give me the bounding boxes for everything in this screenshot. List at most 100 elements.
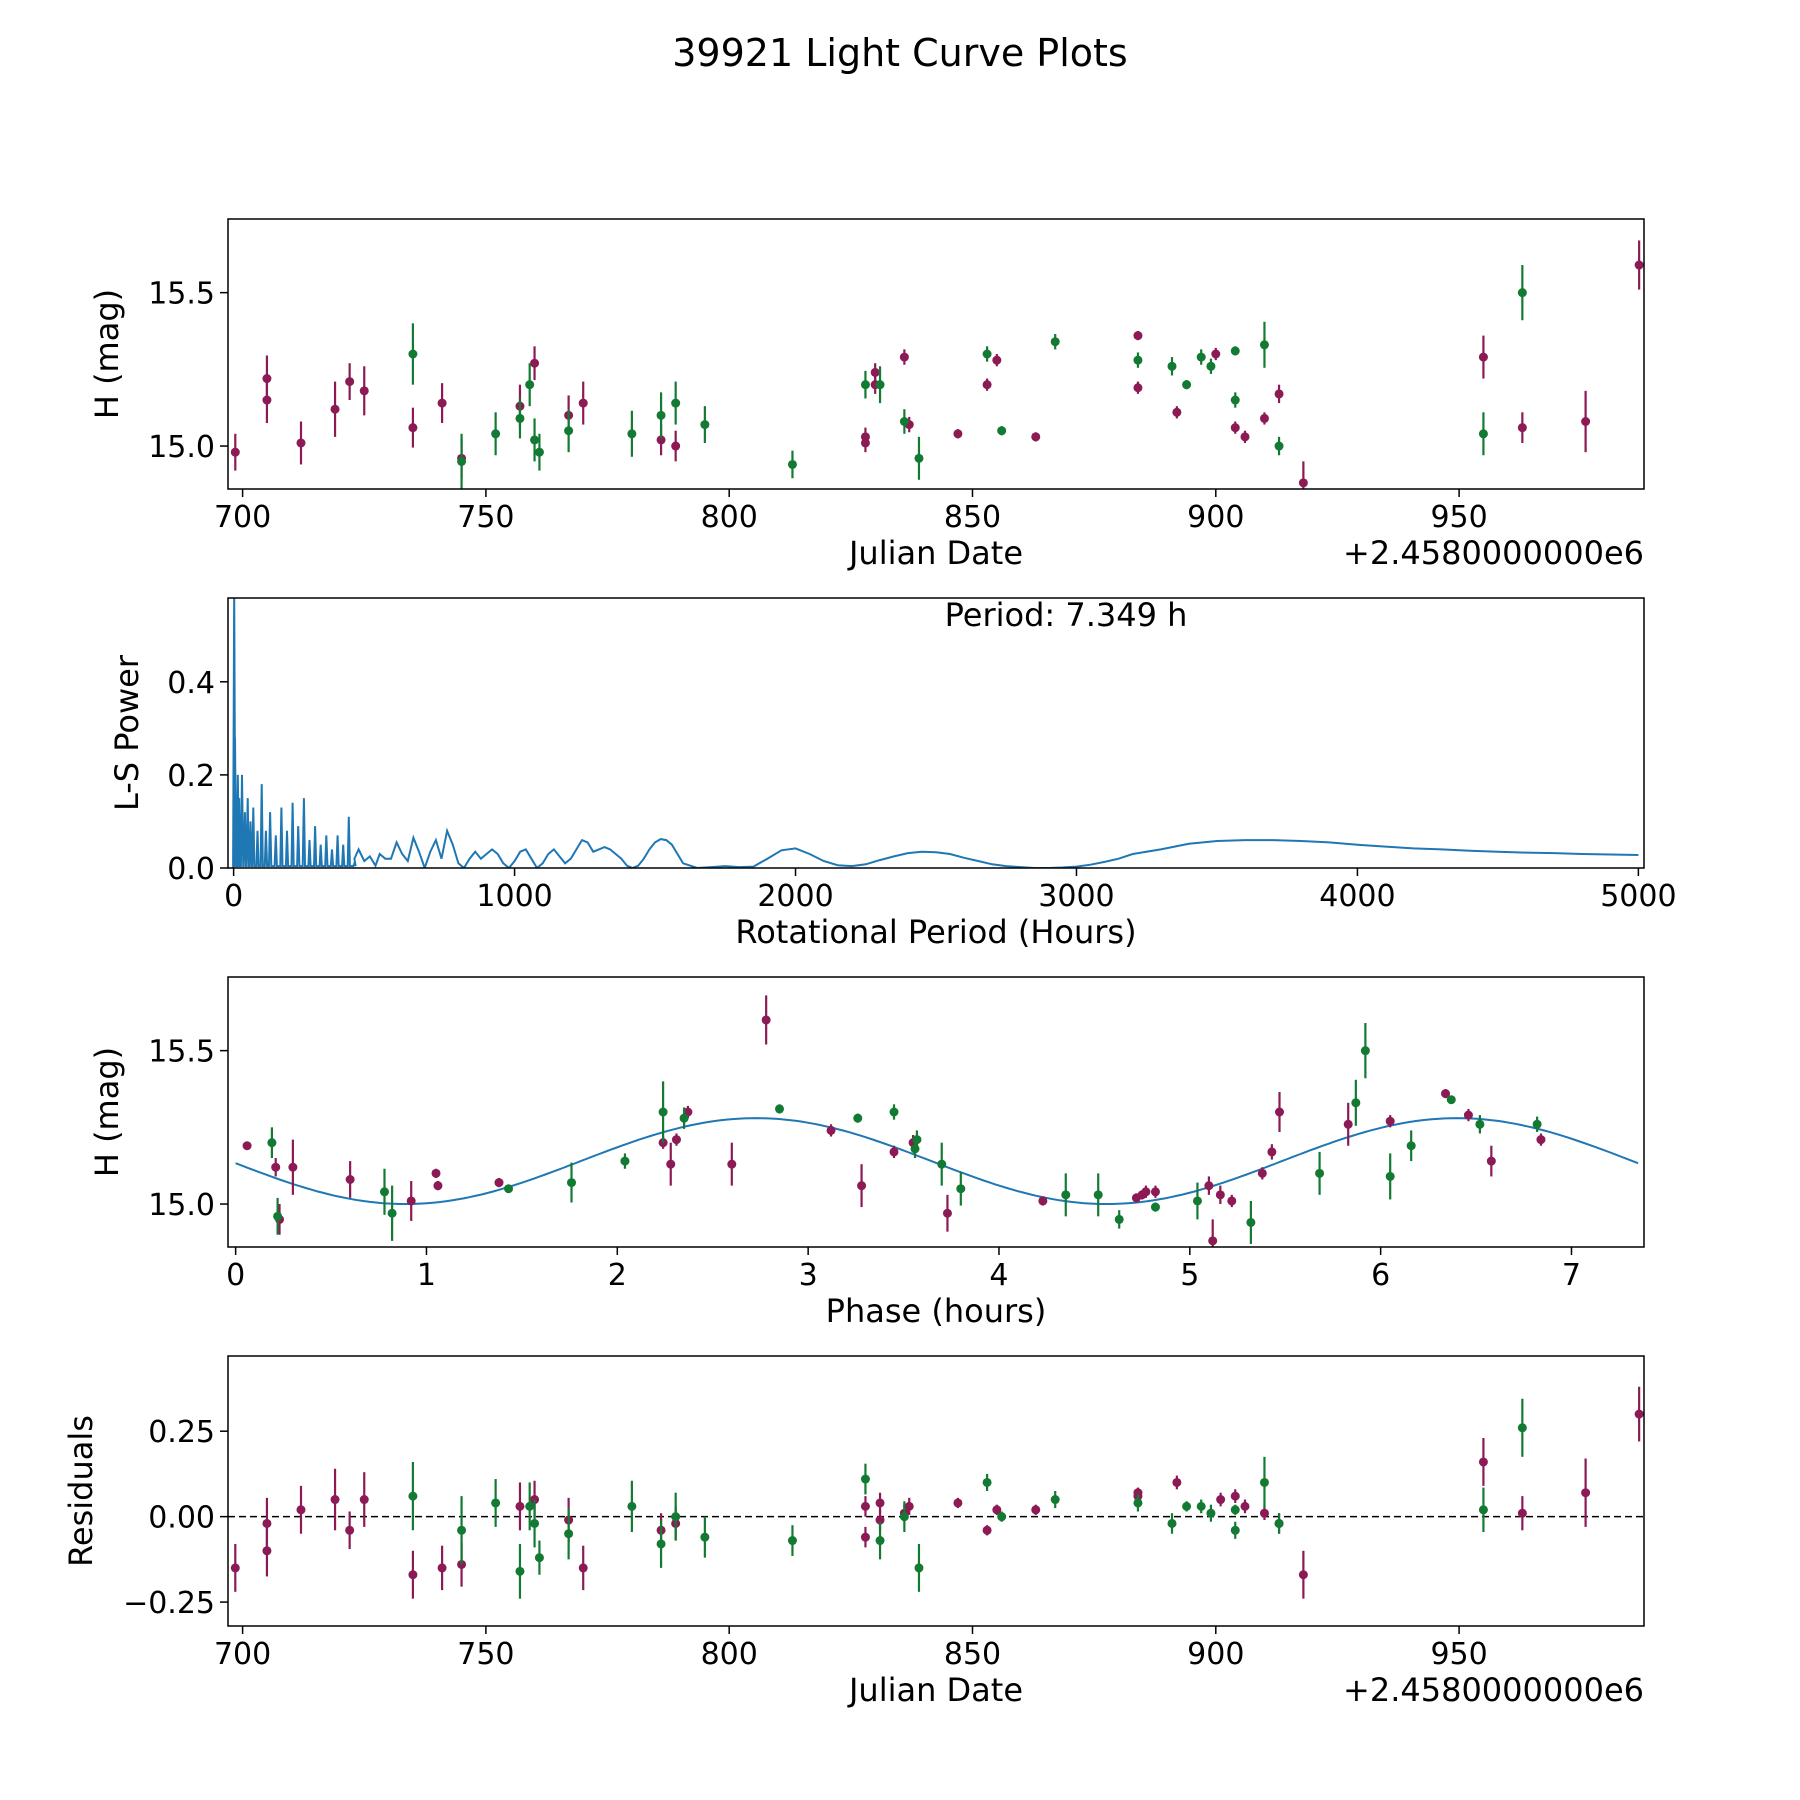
data-point-green xyxy=(937,1159,947,1169)
data-point-purple xyxy=(530,358,540,368)
data-point-purple xyxy=(437,398,447,408)
x-tick-label: 850 xyxy=(944,500,1001,535)
phased-curve-panel: 0 1 2 3 4 5 6 7 15.0 15.5 Phase (hours) H (mag) xyxy=(88,976,1645,1330)
data-point-green xyxy=(853,1113,863,1123)
data-point-purple xyxy=(296,1505,306,1515)
data-point-purple xyxy=(359,386,369,396)
data-point-purple xyxy=(860,438,870,448)
x-tick-label: 0 xyxy=(224,879,243,914)
y-axis-label: Residuals xyxy=(62,1415,100,1567)
data-point-green xyxy=(899,1512,909,1522)
data-point-green xyxy=(1114,1214,1124,1224)
data-point-purple xyxy=(1172,1477,1182,1487)
data-point-green xyxy=(1182,380,1192,390)
x-tick-label: 700 xyxy=(214,1637,271,1672)
x-tick-label: 950 xyxy=(1430,500,1487,535)
data-point-green xyxy=(530,435,540,445)
data-point-purple xyxy=(1298,1570,1308,1580)
x-tick-label: 750 xyxy=(457,500,514,535)
data-point-purple xyxy=(1581,417,1591,426)
data-point-green xyxy=(1406,1141,1416,1151)
data-point-green xyxy=(564,426,574,436)
data-point-purple xyxy=(1463,1110,1473,1120)
data-point-purple xyxy=(875,1515,885,1525)
data-point-purple xyxy=(1257,1168,1267,1178)
data-point-purple xyxy=(345,1525,355,1535)
data-point-purple xyxy=(860,1532,870,1542)
y-tick-label: 15.0 xyxy=(148,1188,215,1223)
data-point-purple xyxy=(1204,1181,1214,1191)
data-point-purple xyxy=(870,367,880,377)
data-point-green xyxy=(1206,1508,1216,1518)
data-point-green xyxy=(379,1187,389,1197)
data-point-green xyxy=(1206,361,1216,371)
x-tick-label: 850 xyxy=(944,1637,1001,1672)
data-point-purple xyxy=(433,1181,443,1191)
x-tick-label: 3 xyxy=(799,1258,818,1293)
data-point-green xyxy=(1259,340,1269,350)
data-point-green xyxy=(914,453,924,463)
data-point-green xyxy=(656,1539,666,1549)
data-point-green xyxy=(627,1501,637,1511)
data-point-green xyxy=(627,429,637,439)
data-point-purple xyxy=(431,1168,441,1178)
data-point-purple xyxy=(1215,1190,1225,1200)
data-point-purple xyxy=(899,352,909,362)
data-point-purple xyxy=(330,404,340,414)
data-point-green xyxy=(1050,1495,1060,1505)
x-axis-label: Julian Date xyxy=(847,1671,1023,1709)
data-point-green xyxy=(1061,1190,1071,1200)
data-point-purple xyxy=(578,398,588,408)
data-point-green xyxy=(875,1536,885,1546)
x-tick-label: 3000 xyxy=(1038,879,1114,914)
data-point-green xyxy=(1478,1505,1488,1515)
residuals-panel: 700 750 800 850 900 950 −0.25 0.00 0.25 Julian Da… xyxy=(62,1355,1645,1709)
x-tick-label: 2 xyxy=(608,1258,627,1293)
data-point-purple xyxy=(826,1125,836,1135)
data-point-purple xyxy=(1038,1196,1048,1206)
data-point-purple xyxy=(345,377,355,387)
x-tick-label: 1 xyxy=(417,1258,436,1293)
data-point-green xyxy=(457,456,467,466)
x-tick-label: 750 xyxy=(457,1637,514,1672)
data-point-green xyxy=(1196,352,1206,362)
data-point-purple xyxy=(857,1181,867,1191)
data-point-purple xyxy=(1031,432,1041,442)
data-point-green xyxy=(700,1532,710,1542)
data-point-purple xyxy=(408,423,418,433)
data-point-green xyxy=(875,380,885,390)
data-point-green xyxy=(912,1135,922,1145)
data-point-purple xyxy=(1486,1156,1496,1166)
data-point-green xyxy=(956,1184,966,1194)
data-point-purple xyxy=(953,429,963,439)
x-tick-label: 5000 xyxy=(1600,879,1676,914)
data-point-green xyxy=(515,1566,525,1576)
data-point-green xyxy=(1230,346,1240,356)
data-point-green xyxy=(564,1529,574,1539)
figure-title: 39921 Light Curve Plots xyxy=(672,31,1127,75)
data-point-green xyxy=(457,1525,467,1535)
data-point-green xyxy=(530,1518,540,1528)
data-point-green xyxy=(525,1501,535,1511)
data-point-green xyxy=(658,1107,668,1117)
data-point-green xyxy=(1315,1168,1325,1178)
data-point-green xyxy=(1167,361,1177,371)
data-point-purple xyxy=(1517,1508,1527,1518)
data-point-green xyxy=(1274,1518,1284,1528)
x-tick-label: 7 xyxy=(1562,1258,1581,1293)
x-tick-label: 6 xyxy=(1371,1258,1390,1293)
data-point-green xyxy=(525,380,535,390)
y-tick-label: 0.00 xyxy=(148,1501,215,1536)
periodogram-panel: 0 1000 2000 3000 4000 5000 0.0 0.2 0.4 Rotational… xyxy=(108,596,1677,951)
data-point-green xyxy=(504,1184,514,1194)
data-point-purple xyxy=(1259,1508,1269,1518)
data-point-green xyxy=(273,1211,283,1221)
plot-area xyxy=(235,995,1639,1247)
data-point-green xyxy=(408,349,418,359)
axes-frame xyxy=(227,1355,1645,1627)
data-point-purple xyxy=(889,1147,899,1157)
axes-frame xyxy=(227,597,1645,869)
data-point-purple xyxy=(1441,1089,1451,1099)
data-point-green xyxy=(1196,1501,1206,1511)
